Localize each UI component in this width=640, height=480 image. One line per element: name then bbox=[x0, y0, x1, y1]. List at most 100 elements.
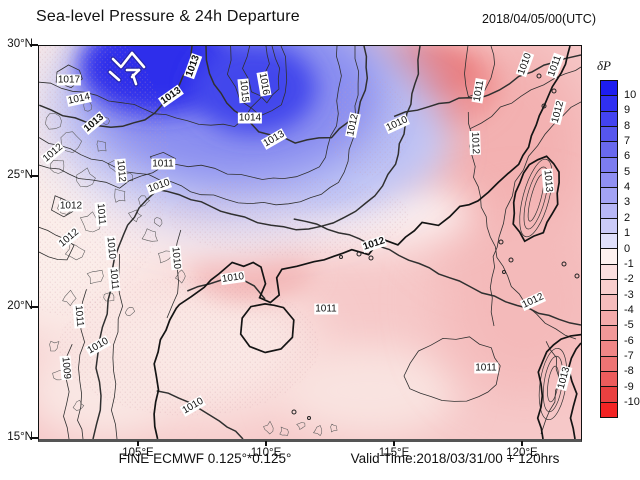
colorbar-tick-label: 4 bbox=[624, 181, 631, 194]
cold-symbol-icon bbox=[130, 51, 146, 69]
lat-axis-tick bbox=[30, 437, 38, 439]
terrain-contour-loop bbox=[103, 292, 115, 302]
lat-tick-label: 25°N bbox=[7, 169, 33, 181]
colorbar-tick-label: -7 bbox=[624, 350, 634, 363]
colorbar bbox=[600, 80, 618, 418]
colorbar-tick-label: -3 bbox=[624, 288, 634, 301]
stipple-texture bbox=[59, 276, 319, 416]
lon-tick-label: 120°E bbox=[506, 447, 538, 459]
terrain-contour-loop bbox=[313, 425, 323, 437]
map-canvas-svg bbox=[39, 46, 581, 439]
colorbar-tick-label: -4 bbox=[624, 303, 634, 316]
footer-valid-time: Valid Time:2018/03/31/00 + 120hrs bbox=[350, 451, 560, 466]
lat-axis-tick bbox=[30, 306, 38, 308]
colorbar-cell bbox=[601, 126, 617, 143]
colorbar-tick-label: -8 bbox=[624, 365, 634, 378]
colorbar-cell bbox=[601, 402, 617, 417]
lat-tick-label: 15°N bbox=[7, 431, 33, 443]
terrain-contour-loop bbox=[175, 269, 186, 284]
isobar-1011 bbox=[403, 336, 501, 402]
lon-axis-tick bbox=[137, 441, 139, 446]
colorbar-cell bbox=[601, 96, 617, 112]
island bbox=[574, 273, 580, 279]
colorbar-cell bbox=[601, 295, 617, 311]
island bbox=[291, 409, 297, 415]
colorbar-cell bbox=[601, 172, 617, 189]
island bbox=[498, 239, 504, 245]
terrain-contour-loop bbox=[296, 422, 306, 430]
lon-tick-label: 115°E bbox=[378, 447, 410, 459]
island bbox=[502, 270, 506, 274]
lat-axis-tick bbox=[30, 44, 38, 46]
coastline bbox=[512, 155, 560, 243]
terrain-contour-loop bbox=[96, 140, 107, 152]
lat-tick-label: 30°N bbox=[7, 38, 33, 50]
footer-model-info: FINE ECMWF 0.125°*0.125° bbox=[118, 451, 292, 466]
colorbar-tick-label: -5 bbox=[624, 319, 634, 332]
colorbar-cell bbox=[601, 81, 617, 97]
colorbar-cell bbox=[601, 203, 617, 219]
cold-symbol-icon bbox=[111, 57, 122, 68]
terrain-contour-loop bbox=[86, 269, 104, 285]
isobar-1016 bbox=[242, 46, 281, 104]
terrain-contour-loop bbox=[62, 289, 77, 307]
isobar-1010 bbox=[166, 229, 182, 319]
terrain-contour-loop bbox=[263, 420, 274, 435]
colorbar-cell bbox=[601, 264, 617, 281]
colorbar-cell bbox=[601, 249, 617, 265]
colorbar-tick-label: -6 bbox=[624, 334, 634, 347]
colorbar-tick-label: -2 bbox=[624, 273, 634, 286]
lon-axis-tick bbox=[393, 441, 395, 446]
delta-p-shading bbox=[439, 206, 581, 396]
coastline bbox=[536, 333, 581, 439]
colorbar-cell bbox=[601, 326, 617, 342]
colorbar-cell bbox=[601, 371, 617, 388]
island bbox=[368, 255, 374, 261]
colorbar-cell bbox=[601, 310, 617, 326]
terrain-contour-loop bbox=[79, 211, 102, 233]
colorbar-tick-label: 5 bbox=[624, 165, 631, 178]
isobar-1012 bbox=[489, 101, 581, 327]
stipple-texture bbox=[169, 176, 409, 256]
colorbar-cell bbox=[601, 142, 617, 158]
isobar-1015 bbox=[226, 46, 288, 117]
colorbar-tick-label: 1 bbox=[624, 227, 631, 240]
colorbar-cell bbox=[601, 280, 617, 296]
isobar-1011 bbox=[469, 66, 581, 130]
terrain-contour-loop bbox=[114, 188, 126, 203]
colorbar-tick-label: 6 bbox=[624, 150, 631, 163]
colorbar-tick-label: -10 bbox=[624, 396, 640, 409]
island bbox=[561, 261, 567, 267]
terrain-contour-loop bbox=[49, 340, 60, 352]
lon-axis-tick bbox=[265, 441, 267, 446]
terrain-contour-loop bbox=[279, 426, 289, 436]
colorbar-tick-label: -1 bbox=[624, 257, 634, 270]
pressure-map: 1017 1014 1013 1012 1013 1013 1015 1016 1014 1013… bbox=[38, 45, 582, 442]
lat-axis-tick bbox=[30, 175, 38, 177]
terrain-contour-loop bbox=[153, 217, 163, 227]
lon-tick-label: 110°E bbox=[250, 447, 282, 459]
isobar-1013 bbox=[205, 46, 369, 144]
colorbar-cell bbox=[601, 218, 617, 235]
colorbar-tick-label: 10 bbox=[624, 88, 637, 101]
ridge-ring bbox=[523, 166, 549, 230]
colorbar-cell bbox=[601, 157, 617, 173]
cold-symbol-icon bbox=[119, 51, 134, 69]
coastline bbox=[239, 303, 295, 354]
colorbar-tick-label: 7 bbox=[624, 134, 631, 147]
terrain-contour-loop bbox=[45, 113, 62, 130]
terrain-contour-loop bbox=[138, 195, 151, 207]
terrain-contour-loop bbox=[330, 423, 338, 433]
lon-axis-tick bbox=[521, 441, 523, 446]
isobar-1010 bbox=[153, 46, 421, 231]
ridge-ring bbox=[519, 158, 553, 238]
terrain-contour-loop bbox=[158, 250, 173, 264]
colorbar-tick-label: -9 bbox=[624, 380, 634, 393]
delta-p-shading bbox=[279, 346, 459, 436]
lat-tick-label: 20°N bbox=[7, 300, 33, 312]
terrain-contour-loop bbox=[124, 307, 136, 317]
colorbar-tick-label: 3 bbox=[624, 196, 631, 209]
island bbox=[536, 73, 542, 79]
colorbar-tick-label: 0 bbox=[624, 242, 631, 255]
island bbox=[339, 255, 343, 259]
